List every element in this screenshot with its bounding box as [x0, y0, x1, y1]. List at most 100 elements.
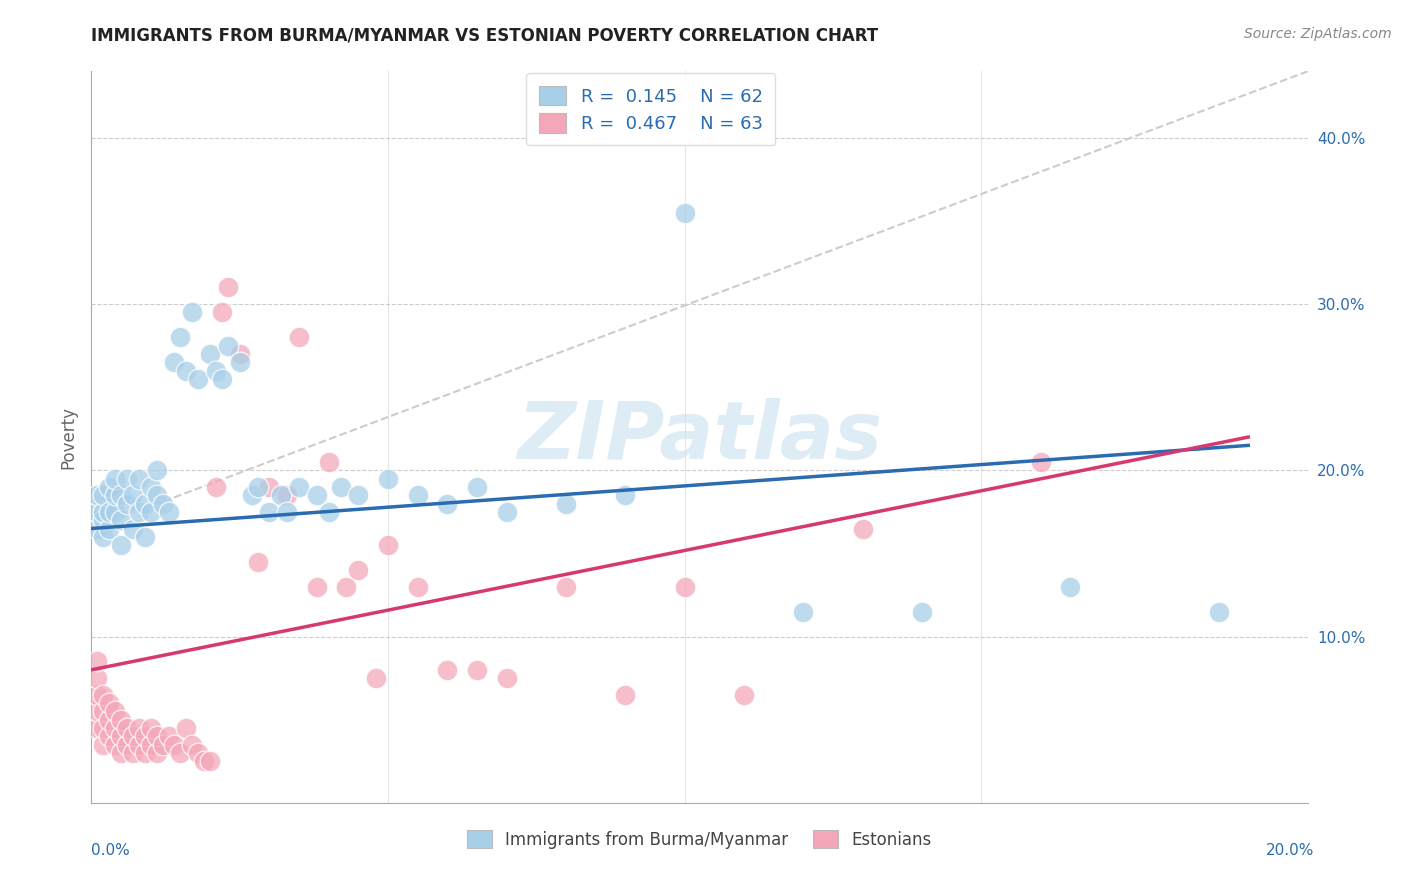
Point [115, 738, 138, 752]
Point [86, 688, 108, 702]
Point [614, 688, 637, 702]
Point [276, 505, 298, 519]
Point [145, 729, 167, 743]
Point [288, 480, 311, 494]
Point [436, 497, 458, 511]
Point [347, 563, 370, 577]
Point [193, 754, 215, 768]
Point [115, 721, 138, 735]
Point [240, 488, 263, 502]
Point [335, 580, 357, 594]
Point [270, 488, 292, 502]
Point [246, 555, 269, 569]
Point [134, 530, 156, 544]
Point [98, 696, 121, 710]
Point [86, 488, 108, 502]
Point [187, 746, 209, 760]
Point [134, 746, 156, 760]
Point [198, 754, 221, 768]
Point [176, 721, 198, 735]
Text: IMMIGRANTS FROM BURMA/MYANMAR VS ESTONIAN POVERTY CORRELATION CHART: IMMIGRANTS FROM BURMA/MYANMAR VS ESTONIA… [91, 27, 879, 45]
Point [1059, 580, 1081, 594]
Point [169, 330, 191, 344]
Point [436, 663, 458, 677]
Point [91, 513, 114, 527]
Point [555, 497, 578, 511]
Point [187, 372, 209, 386]
Point [110, 513, 132, 527]
Point [465, 663, 488, 677]
Point [91, 705, 114, 719]
Point [288, 330, 311, 344]
Point [86, 671, 108, 685]
Point [673, 580, 696, 594]
Point [122, 488, 145, 502]
Point [169, 746, 191, 760]
Point [181, 738, 204, 752]
Point [465, 480, 488, 494]
Point [198, 347, 221, 361]
Point [152, 497, 174, 511]
Point [86, 505, 108, 519]
Point [86, 655, 108, 669]
Point [128, 738, 150, 752]
Point [110, 713, 132, 727]
Point [205, 363, 228, 377]
Point [122, 729, 145, 743]
Point [152, 738, 174, 752]
Point [217, 338, 239, 352]
Point [145, 746, 167, 760]
Point [673, 205, 696, 219]
Point [98, 729, 121, 743]
Point [139, 505, 162, 519]
Point [259, 480, 281, 494]
Point [104, 505, 127, 519]
Point [228, 347, 250, 361]
Point [110, 488, 132, 502]
Point [181, 305, 204, 319]
Point [217, 280, 239, 294]
Point [911, 605, 934, 619]
Point [495, 671, 517, 685]
Point [318, 455, 340, 469]
Point [128, 721, 150, 735]
Point [86, 705, 108, 719]
Point [91, 488, 114, 502]
Point [377, 472, 399, 486]
Point [122, 746, 145, 760]
Point [91, 721, 114, 735]
Point [259, 505, 281, 519]
Point [246, 480, 269, 494]
Text: 20.0%: 20.0% [1267, 843, 1315, 858]
Point [176, 363, 198, 377]
Point [163, 355, 186, 369]
Point [792, 605, 814, 619]
Y-axis label: Poverty: Poverty [59, 406, 77, 468]
Point [614, 488, 637, 502]
Point [852, 521, 875, 535]
Point [329, 480, 352, 494]
Point [134, 729, 156, 743]
Point [104, 488, 127, 502]
Point [128, 505, 150, 519]
Point [98, 713, 121, 727]
Point [157, 729, 180, 743]
Point [91, 738, 114, 752]
Point [377, 538, 399, 552]
Point [1029, 455, 1052, 469]
Point [366, 671, 388, 685]
Point [86, 721, 108, 735]
Point [115, 497, 138, 511]
Point [86, 521, 108, 535]
Point [495, 505, 517, 519]
Point [104, 721, 127, 735]
Point [733, 688, 755, 702]
Point [128, 472, 150, 486]
Point [104, 705, 127, 719]
Point [406, 580, 429, 594]
Point [347, 488, 370, 502]
Point [122, 521, 145, 535]
Point [139, 721, 162, 735]
Point [91, 530, 114, 544]
Legend: Immigrants from Burma/Myanmar, Estonians: Immigrants from Burma/Myanmar, Estonians [456, 818, 943, 860]
